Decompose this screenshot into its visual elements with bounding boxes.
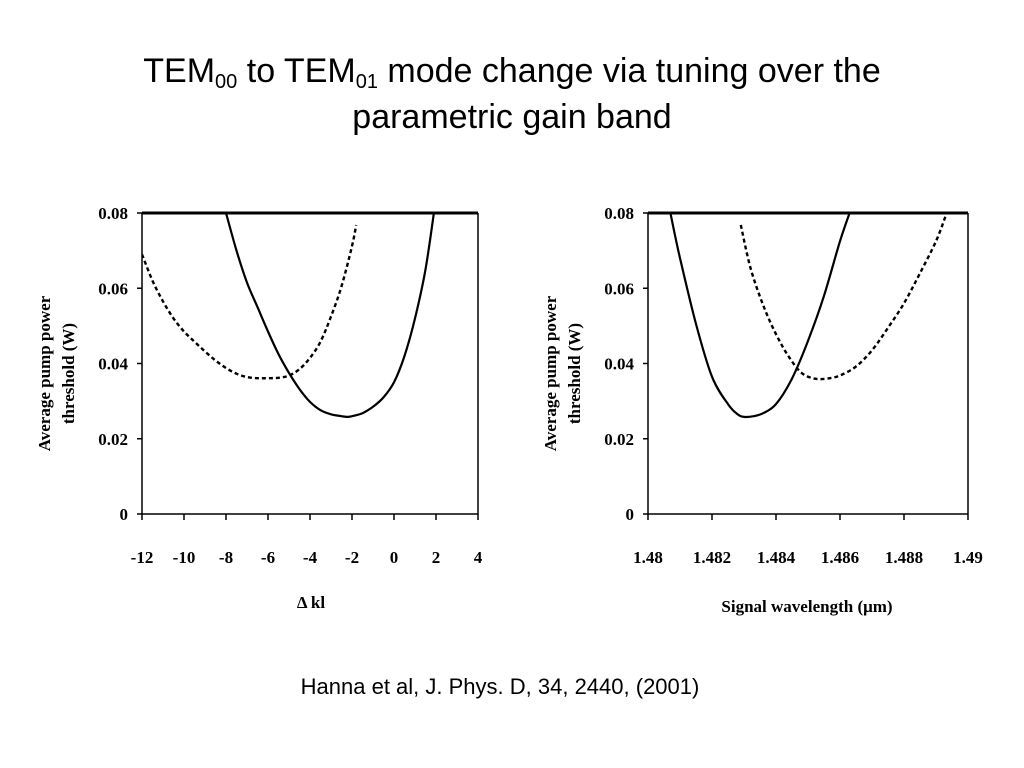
title-part2: to TEM — [237, 52, 356, 90]
x-tick-label: -2 — [345, 548, 359, 567]
x-tick-label: -12 — [131, 548, 154, 567]
slide-title: TEM00 to TEM01 mode change via tuning ov… — [0, 48, 1024, 140]
x-tick-label: -10 — [173, 548, 196, 567]
plot-curves — [142, 213, 435, 419]
y-tick-label: 0.08 — [98, 204, 128, 223]
y-tick-label: 0.04 — [98, 355, 128, 374]
y-tick-label: 0.02 — [98, 430, 128, 449]
y-tick-label: 0 — [120, 505, 129, 524]
series-solid-line — [224, 213, 435, 419]
x-tick-label: -8 — [219, 548, 233, 567]
x-tick-label: 4 — [474, 548, 483, 567]
y-tick-label: 0 — [626, 505, 635, 524]
y-axis-title-line2: threshold (W) — [59, 323, 78, 424]
title-line2: parametric gain band — [352, 98, 672, 136]
y-axis-title-line1: Average pump power — [35, 295, 54, 451]
x-tick-label: 1.484 — [757, 548, 796, 567]
y-tick-label: 0.06 — [98, 279, 128, 298]
y-tick-label: 0.06 — [604, 279, 634, 298]
plot-curves — [669, 213, 947, 419]
citation: Hanna et al, J. Phys. D, 34, 2440, (2001… — [300, 674, 700, 699]
x-tick-label: 1.48 — [633, 548, 663, 567]
y-tick-label: 0.02 — [604, 430, 634, 449]
x-tick-label: 2 — [432, 548, 441, 567]
title-part3: mode change via tuning over the — [377, 52, 881, 90]
x-tick-label: 1.486 — [821, 548, 859, 567]
title-part1: TEM — [143, 52, 216, 90]
x-tick-label: 1.49 — [953, 548, 983, 567]
chart-right: 0 0.02 0.04 0.06 0.08 1.48 1.482 1.484 1.486 1.48… — [541, 204, 983, 616]
series-solid-line — [669, 213, 851, 419]
y-axis-title-line2: threshold (W) — [565, 323, 584, 424]
title-sub1: 00 — [215, 71, 238, 93]
series-dashed-line — [739, 215, 947, 381]
x-tick-label: 0 — [390, 548, 399, 567]
x-tick-label: -6 — [261, 548, 275, 567]
y-tick-label: 0.04 — [604, 355, 634, 374]
x-tick-label: -4 — [303, 548, 318, 567]
title-sub2: 01 — [355, 71, 378, 93]
x-axis-title: Signal wavelength (μm) — [721, 597, 892, 616]
x-axis-title: Δ kl — [297, 593, 325, 612]
y-axis-title-line1: Average pump power — [541, 295, 560, 451]
x-tick-label: 1.482 — [693, 548, 731, 567]
series-dashed-line — [142, 224, 358, 380]
chart-left: 0 0.02 0.04 0.06 0.08 -12 -10 -8 -6 -4 -2 0 2 4 Δ kl Av… — [35, 204, 483, 612]
x-tick-label: 1.488 — [885, 548, 923, 567]
y-tick-label: 0.08 — [604, 204, 634, 223]
